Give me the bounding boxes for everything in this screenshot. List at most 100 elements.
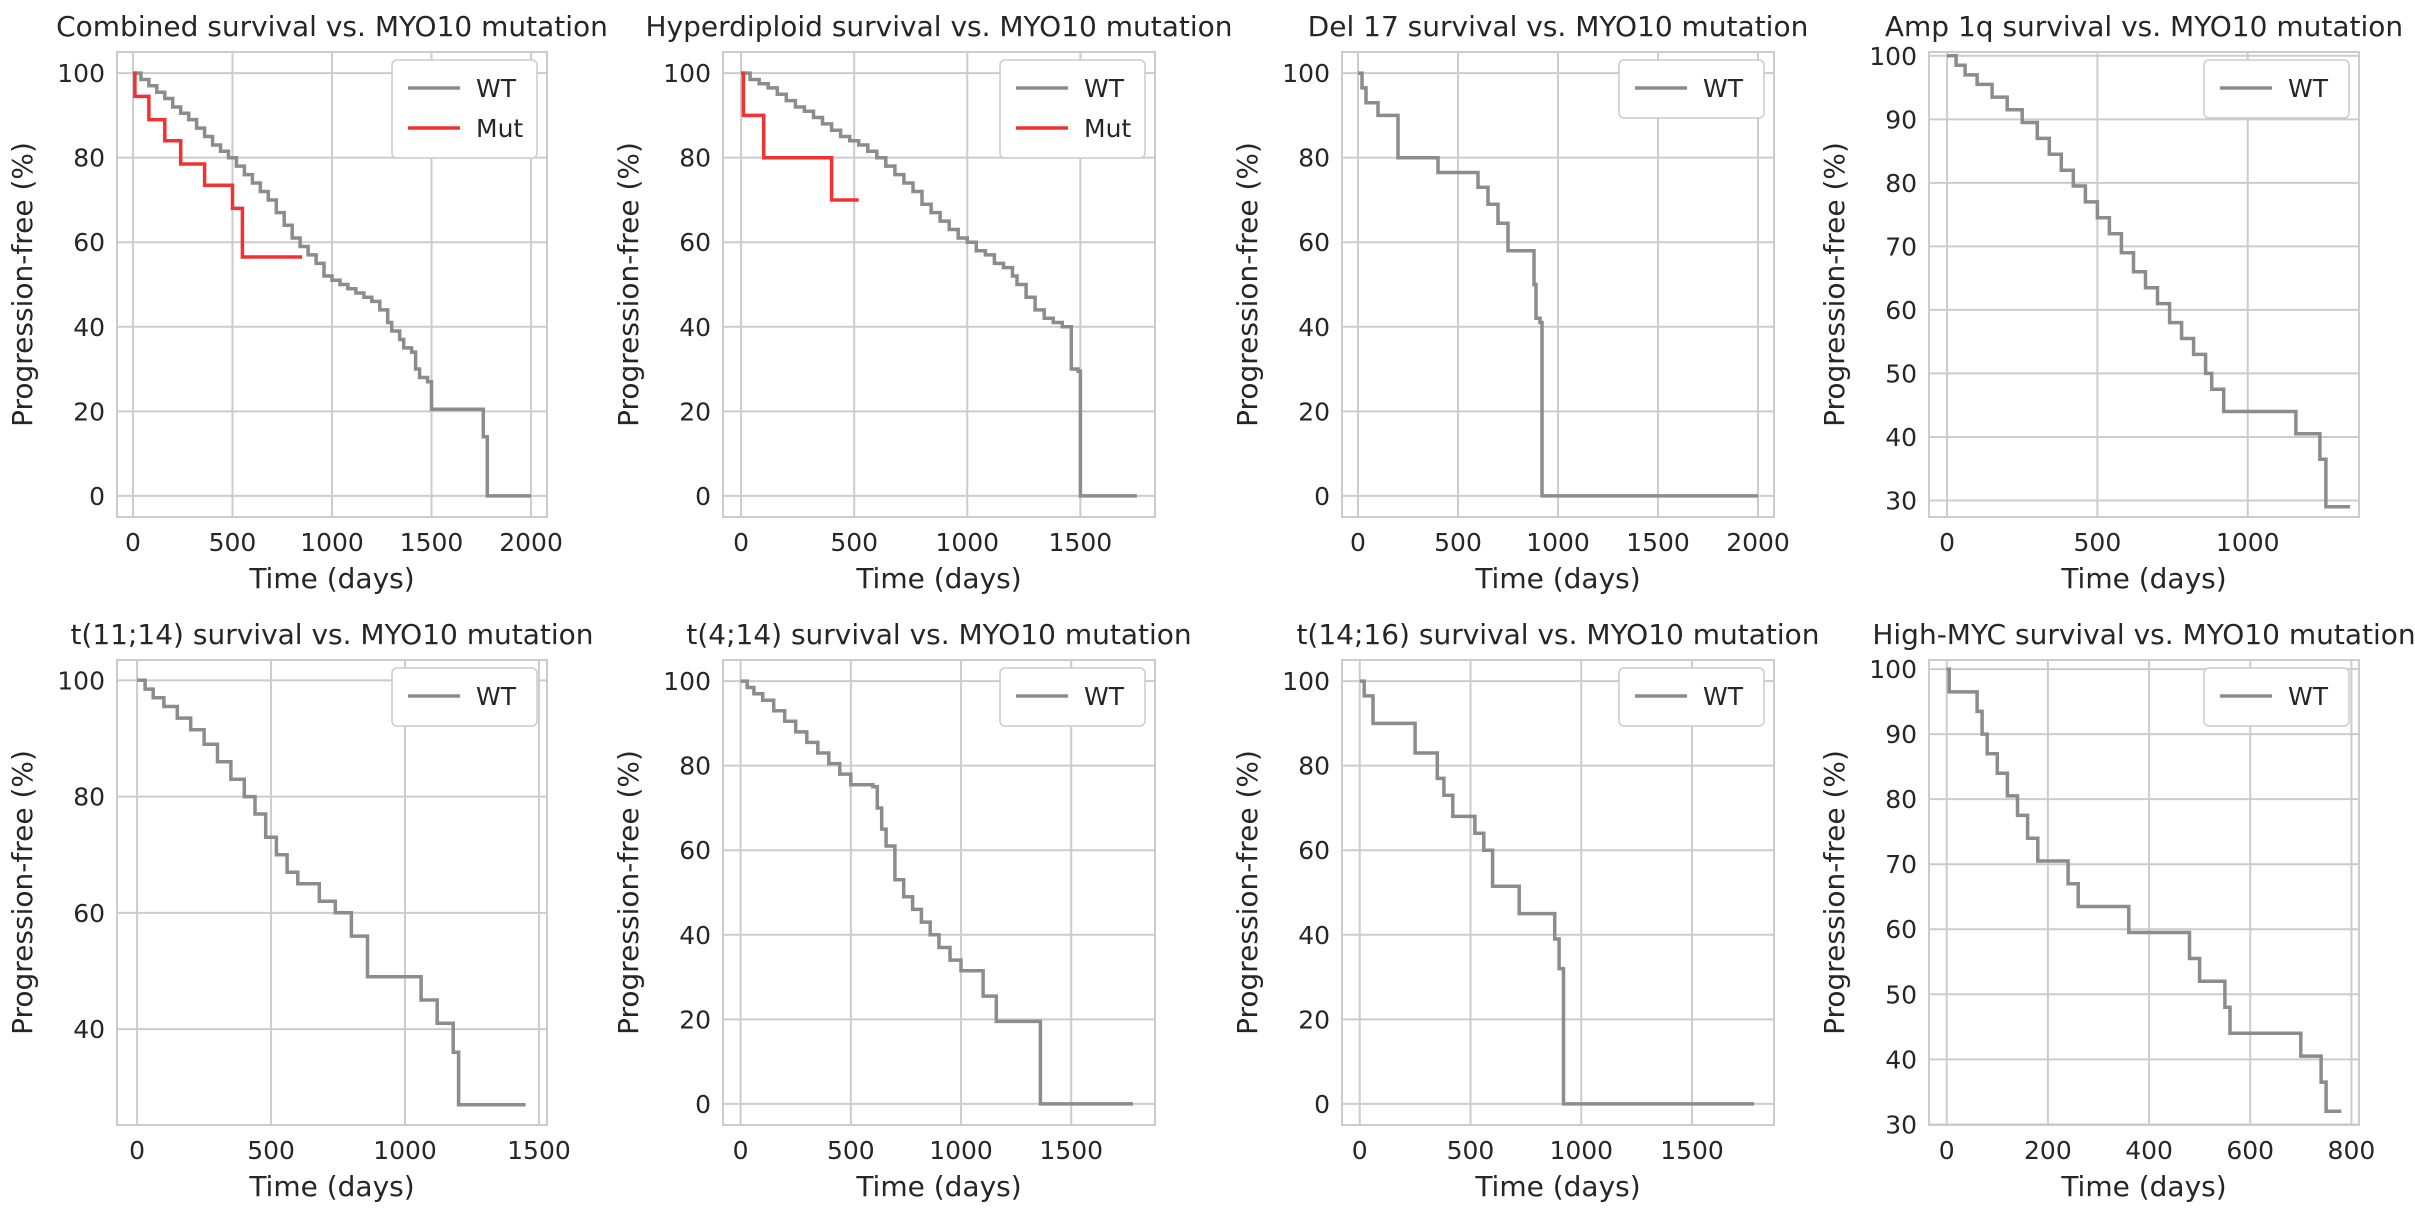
y-tick-label: 40 <box>679 921 711 950</box>
y-axis-label: Progression-free (%) <box>1818 750 1851 1035</box>
y-tick-label: 60 <box>1298 228 1330 257</box>
legend: WT <box>999 667 1146 727</box>
y-tick-label: 100 <box>663 667 711 696</box>
y-tick-label: 40 <box>1885 1045 1917 1074</box>
y-axis-label: Progression-free (%) <box>1231 142 1264 427</box>
chart-panel-2: 0 500 1000 1500 0 20 40 60 80 100 Hyperdiploid sur… <box>612 10 1233 595</box>
y-tick-label: 60 <box>1885 296 1917 325</box>
chart-title: Combined survival vs. MYO10 mutation <box>56 10 608 43</box>
legend-label: WT <box>1084 74 1125 103</box>
series-line-wt <box>741 71 1137 498</box>
x-tick-label: 500 <box>1447 1136 1495 1165</box>
y-axis-label: Progression-free (%) <box>612 750 645 1035</box>
y-tick-label: 30 <box>1885 486 1917 515</box>
y-axis-label: Progression-free (%) <box>6 142 39 427</box>
y-tick-label: 20 <box>73 397 105 426</box>
y-axis-label: Progression-free (%) <box>1818 142 1851 427</box>
legend-box <box>999 59 1146 159</box>
x-tick-label: 500 <box>1434 528 1482 557</box>
y-tick-label: 80 <box>1885 785 1917 814</box>
y-tick-label: 0 <box>1314 482 1330 511</box>
legend-label: WT <box>1703 682 1744 711</box>
chart-title: Hyperdiploid survival vs. MYO10 mutation <box>646 10 1233 43</box>
chart-title: Del 17 survival vs. MYO10 mutation <box>1308 10 1809 43</box>
y-tick-label: 40 <box>73 313 105 342</box>
series-line-wt <box>1946 667 2342 1114</box>
series-line-wt <box>137 678 526 1107</box>
x-tick-label: 0 <box>129 1136 145 1165</box>
y-tick-label: 0 <box>695 1090 711 1119</box>
x-tick-label: 500 <box>830 528 878 557</box>
legend: WT <box>1618 59 1765 119</box>
x-tick-label: 0 <box>1939 528 1955 557</box>
y-tick-label: 40 <box>1298 313 1330 342</box>
y-tick-label: 40 <box>679 313 711 342</box>
chart-title: t(14;16) survival vs. MYO10 mutation <box>1296 618 1819 651</box>
y-tick-label: 40 <box>1298 921 1330 950</box>
series-line-wt <box>1359 679 1755 1106</box>
x-tick-label: 200 <box>2024 1136 2072 1165</box>
legend-label: Mut <box>1084 114 1131 143</box>
x-tick-label: 500 <box>247 1136 295 1165</box>
plot-area-frame <box>1928 51 2360 518</box>
y-tick-label: 80 <box>679 752 711 781</box>
y-tick-label: 50 <box>1885 980 1917 1009</box>
chart-panel-1: 0 500 1000 1500 2000 0 20 40 60 80 100 Combined sur… <box>6 10 608 595</box>
legend-label: WT <box>1084 682 1125 711</box>
chart-panel-8: 0 200 400 600 800 30 40 50 60 70 80 90 100 High-MYC s… <box>1818 618 2415 1203</box>
legend-label: WT <box>476 682 517 711</box>
y-tick-label: 30 <box>1885 1110 1917 1139</box>
legend: WT <box>391 667 538 727</box>
x-tick-label: 1500 <box>507 1136 571 1165</box>
chart-title: t(11;14) survival vs. MYO10 mutation <box>70 618 593 651</box>
y-tick-label: 20 <box>1298 397 1330 426</box>
x-tick-label: 0 <box>733 528 749 557</box>
y-tick-label: 90 <box>1885 105 1917 134</box>
x-tick-label: 500 <box>2074 528 2122 557</box>
chart-title: High-MYC survival vs. MYO10 mutation <box>1872 618 2415 651</box>
y-tick-label: 60 <box>679 836 711 865</box>
x-axis-label: Time (days) <box>2060 1170 2226 1203</box>
x-tick-label: 1000 <box>1526 528 1590 557</box>
series-line-wt <box>740 679 1133 1106</box>
legend-box <box>391 667 538 727</box>
x-tick-label: 0 <box>1939 1136 1955 1165</box>
legend: WT Mut <box>999 59 1146 159</box>
x-axis-label: Time (days) <box>248 562 414 595</box>
y-tick-label: 90 <box>1885 720 1917 749</box>
plot-area-frame <box>116 51 548 518</box>
x-tick-label: 1000 <box>935 528 999 557</box>
legend-box <box>391 59 538 159</box>
x-tick-label: 0 <box>1352 1136 1368 1165</box>
y-tick-label: 40 <box>1885 423 1917 452</box>
legend-box <box>1618 59 1765 119</box>
y-tick-label: 20 <box>679 1005 711 1034</box>
x-tick-label: 400 <box>2125 1136 2173 1165</box>
x-tick-label: 1500 <box>1626 528 1690 557</box>
plot-area-frame <box>722 659 1156 1126</box>
plot-area-frame <box>1341 51 1775 518</box>
y-tick-label: 100 <box>1282 667 1330 696</box>
x-tick-label: 1500 <box>1039 1136 1103 1165</box>
y-tick-label: 100 <box>1282 59 1330 88</box>
plot-area-frame <box>1341 659 1775 1126</box>
x-tick-label: 1500 <box>1049 528 1113 557</box>
y-tick-label: 20 <box>1298 1005 1330 1034</box>
legend-box <box>999 667 1146 727</box>
series-line-wt <box>132 71 532 498</box>
x-tick-label: 0 <box>1350 528 1366 557</box>
x-axis-label: Time (days) <box>1474 562 1640 595</box>
y-tick-label: 60 <box>73 228 105 257</box>
y-tick-label: 0 <box>1314 1090 1330 1119</box>
legend-label: WT <box>2288 74 2329 103</box>
y-tick-label: 80 <box>73 144 105 173</box>
y-tick-label: 60 <box>1885 915 1917 944</box>
legend-label: WT <box>476 74 517 103</box>
y-tick-label: 80 <box>679 144 711 173</box>
y-tick-label: 70 <box>1885 850 1917 879</box>
x-tick-label: 500 <box>827 1136 875 1165</box>
y-tick-label: 100 <box>1869 42 1917 71</box>
x-tick-label: 2000 <box>499 528 563 557</box>
